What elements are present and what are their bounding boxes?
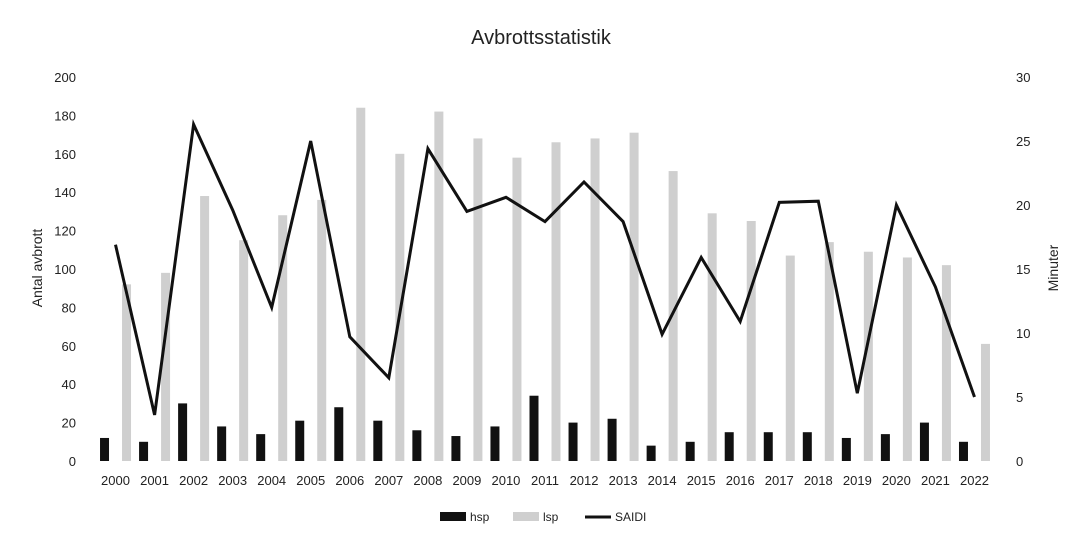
bar-lsp-2020 [902,257,912,461]
bar-lsp-2000 [122,284,132,461]
x-tick-2020: 2020 [882,473,911,488]
legend-swatch-hsp [440,512,466,521]
y-tick-left-160: 160 [54,147,76,162]
x-tick-2014: 2014 [648,473,677,488]
x-tick-2010: 2010 [491,473,520,488]
bar-lsp-2017 [785,255,795,461]
bar-lsp-2015 [707,213,717,461]
bar-lsp-2022 [980,343,990,461]
bar-lsp-2003 [239,240,249,461]
y-tick-left-140: 140 [54,185,76,200]
y-tick-left-120: 120 [54,224,76,239]
y-tick-left-40: 40 [62,377,76,392]
bar-lsp-2001 [161,272,171,461]
bar-hsp-2010 [490,426,500,461]
x-tick-2012: 2012 [570,473,599,488]
y-tick-right-15: 15 [1016,262,1030,277]
line-saidi [114,119,976,416]
x-tick-2000: 2000 [101,473,130,488]
bar-hsp-2014 [646,445,656,461]
y-axis-label-left: Antal avbrott [29,229,45,308]
bar-hsp-2018 [802,432,812,461]
x-tick-2022: 2022 [960,473,989,488]
bar-lsp-2019 [863,251,873,461]
x-tick-2013: 2013 [609,473,638,488]
bar-hsp-2004 [256,434,266,461]
x-tick-2018: 2018 [804,473,833,488]
bar-hsp-2022 [958,441,968,461]
legend-label-lsp: lsp [543,510,559,524]
y-tick-left-100: 100 [54,262,76,277]
bar-hsp-2005 [295,420,305,461]
bar-hsp-2015 [685,441,695,461]
bar-hsp-2007 [373,420,383,461]
bar-hsp-2013 [607,418,617,461]
y-tick-right-30: 30 [1016,70,1030,85]
bar-lsp-2011 [551,142,561,461]
bar-lsp-2010 [512,157,522,461]
bar-hsp-2019 [841,437,851,461]
x-tick-2007: 2007 [374,473,403,488]
bar-lsp-2008 [434,111,444,461]
x-tick-2011: 2011 [531,473,559,488]
bar-lsp-2012 [590,138,600,461]
y-tick-right-10: 10 [1016,326,1030,341]
y-tick-left-200: 200 [54,70,76,85]
x-tick-2005: 2005 [296,473,325,488]
y-tick-right-20: 20 [1016,198,1030,213]
bar-lsp-2013 [629,132,639,461]
bar-hsp-2001 [139,441,149,461]
bar-lsp-2005 [317,199,327,461]
x-tick-2017: 2017 [765,473,794,488]
y-tick-right-25: 25 [1016,134,1030,149]
legend-label-saidi: SAIDI [615,510,646,524]
bar-hsp-2008 [412,430,422,461]
bar-hsp-2006 [334,407,344,461]
bar-hsp-2011 [529,395,539,461]
x-tick-2008: 2008 [413,473,442,488]
bar-hsp-2021 [919,422,929,461]
y-tick-left-0: 0 [69,454,76,469]
bar-lsp-2018 [824,242,834,461]
bar-lsp-2004 [278,215,288,461]
y-tick-right-5: 5 [1016,390,1023,405]
x-tick-2019: 2019 [843,473,872,488]
bar-hsp-2000 [100,437,110,461]
bar-lsp-2002 [200,196,210,462]
bar-hsp-2009 [451,436,461,461]
y-tick-left-180: 180 [54,108,76,123]
chart-title: Avbrottsstatistik [471,27,612,49]
x-tick-2015: 2015 [687,473,716,488]
bar-lsp-2021 [941,265,951,461]
y-tick-right-0: 0 [1016,454,1023,469]
x-tick-2006: 2006 [335,473,364,488]
bar-hsp-2012 [568,422,578,461]
x-tick-2003: 2003 [218,473,247,488]
y-tick-left-20: 20 [62,416,76,431]
bar-hsp-2003 [217,426,227,461]
bar-lsp-2009 [473,138,483,461]
y-axis-label-right: Minuter [1045,244,1061,291]
bar-hsp-2016 [724,432,734,461]
y-tick-left-60: 60 [62,339,76,354]
bar-lsp-2016 [746,221,756,461]
legend-swatch-lsp [513,512,539,521]
x-tick-2002: 2002 [179,473,208,488]
bar-hsp-2002 [178,403,188,461]
bar-hsp-2020 [880,434,890,461]
bar-hsp-2017 [763,432,773,461]
x-tick-2009: 2009 [452,473,481,488]
bar-lsp-2006 [356,107,366,461]
x-tick-2001: 2001 [140,473,169,488]
legend-label-hsp: hsp [470,510,490,524]
x-tick-2004: 2004 [257,473,286,488]
x-tick-2021: 2021 [921,473,950,488]
x-tick-2016: 2016 [726,473,755,488]
bar-lsp-2014 [668,171,678,461]
legend: hsp lsp SAIDI [440,510,646,524]
y-tick-left-80: 80 [62,300,76,315]
